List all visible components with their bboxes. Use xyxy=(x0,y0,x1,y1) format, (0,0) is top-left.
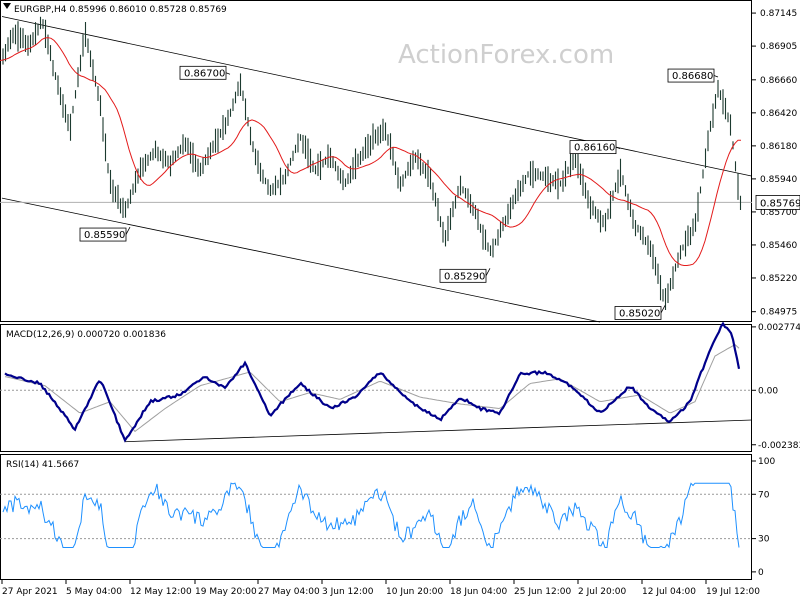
chart-header: EURGBP,H4 0.85996 0.86010 0.85728 0.8576… xyxy=(14,5,227,15)
channel-upper-line xyxy=(1,16,753,177)
rsi-line xyxy=(2,482,740,549)
annotation-label-0: 0.86700 xyxy=(184,68,225,79)
rsi-tick-label: 0 xyxy=(758,568,764,578)
annotation-label-3: 0.86160 xyxy=(574,143,615,154)
price-tick-label: 0.84975 xyxy=(760,308,797,318)
price-tick-label: 0.86660 xyxy=(760,76,797,86)
annotation-box-3 xyxy=(569,140,617,155)
price-tick-label: 0.86180 xyxy=(760,142,797,152)
macd-tick-label: -0.002383 xyxy=(758,441,800,451)
annotation-leader-4 xyxy=(660,305,666,314)
price-bars xyxy=(2,16,742,310)
macd-tick-label: 0.002774 xyxy=(758,323,800,333)
annotation-label-2: 0.85290 xyxy=(444,271,485,282)
time-tick-label: 2 Jul 20:00 xyxy=(578,587,627,597)
last-price-label: 0.85769 xyxy=(760,198,800,209)
annotation-leader-3 xyxy=(615,146,621,149)
annotation-box-1 xyxy=(79,227,127,242)
price-tick-label: 0.85460 xyxy=(760,241,797,251)
macd-main-line xyxy=(4,321,741,443)
time-tick-label: 10 Jun 20:00 xyxy=(386,587,443,597)
time-tick-label: 18 Jun 04:00 xyxy=(450,587,507,597)
rsi-tick-label: 70 xyxy=(758,490,770,500)
pane-frame-3 xyxy=(0,454,752,580)
macd-tick-label: 0.00 xyxy=(758,386,778,396)
rsi-title: RSI(14) 41.5667 xyxy=(6,460,79,470)
last-price-tag xyxy=(755,195,800,210)
time-tick-label: 3 Jun 12:00 xyxy=(322,587,374,597)
annotation-label-4: 0.85020 xyxy=(619,308,660,319)
annotation-leader-0 xyxy=(225,72,231,75)
time-tick-label: 27 Apr 2021 xyxy=(2,587,58,597)
annotation-leader-5 xyxy=(713,75,719,78)
price-tick-label: 0.86905 xyxy=(760,42,797,52)
header-dropdown-icon xyxy=(3,3,11,9)
price-tick-label: 0.85220 xyxy=(760,274,797,284)
macd-title: MACD(12,26,9) 0.000720 0.001836 xyxy=(6,330,166,340)
time-tick-label: 27 May 04:00 xyxy=(258,587,320,597)
watermark: ActionForex.com xyxy=(398,40,614,70)
annotation-label-1: 0.85590 xyxy=(84,230,125,241)
moving-average-line xyxy=(0,37,742,266)
price-tick-label: 0.87145 xyxy=(760,9,797,19)
time-tick-label: 12 Jul 04:00 xyxy=(642,587,696,597)
annotation-leader-1 xyxy=(125,226,131,235)
rsi-tick-label: 100 xyxy=(758,457,775,467)
time-tick-label: 19 Jul 12:00 xyxy=(706,587,760,597)
annotation-box-4 xyxy=(614,306,662,320)
price-tick-label: 0.85700 xyxy=(760,208,797,218)
time-tick-label: 19 May 20:00 xyxy=(195,587,257,597)
annotation-label-5: 0.86680 xyxy=(672,71,713,82)
pane-frame-2 xyxy=(0,324,752,452)
time-tick-label: 25 Jun 12:00 xyxy=(514,587,571,597)
time-tick-label: 12 May 12:00 xyxy=(130,587,192,597)
rsi-tick-label: 30 xyxy=(758,535,770,545)
price-tick-label: 0.85940 xyxy=(760,175,797,185)
annotation-box-0 xyxy=(179,65,227,80)
pane-frame-1 xyxy=(0,0,752,322)
macd-trendline xyxy=(124,419,753,443)
annotation-leader-2 xyxy=(485,268,491,277)
channel-lower-line xyxy=(1,197,601,323)
annotation-box-2 xyxy=(439,268,487,283)
price-tick-label: 0.86420 xyxy=(760,109,797,119)
annotation-box-5 xyxy=(667,68,715,83)
time-tick-label: 5 May 04:00 xyxy=(66,587,122,597)
